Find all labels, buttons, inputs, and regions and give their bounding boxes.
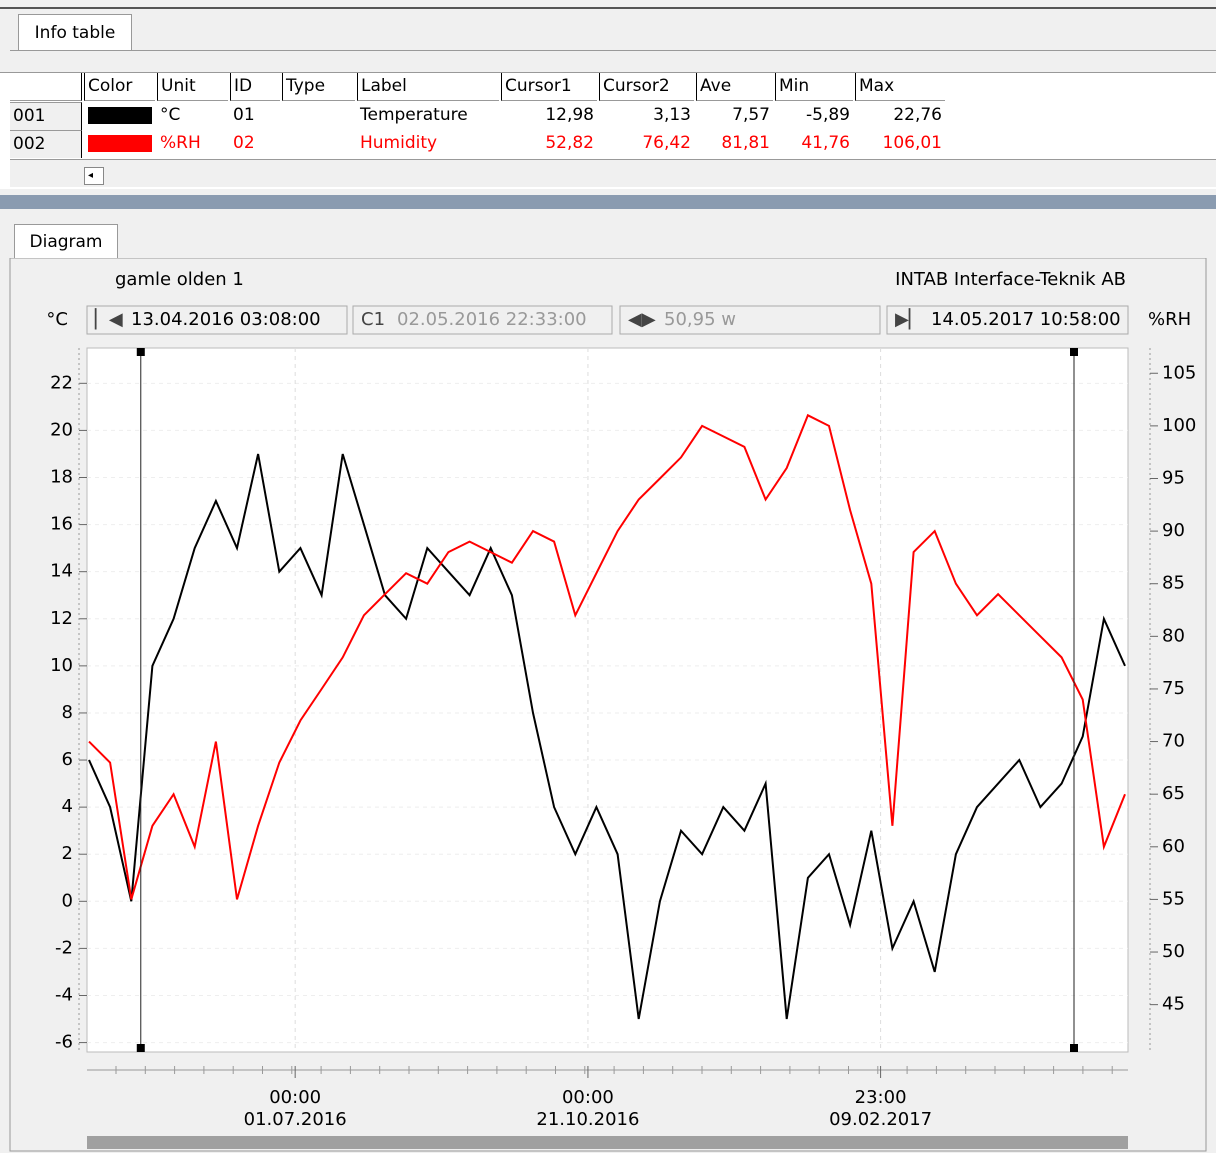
table-cell: °C — [160, 105, 181, 125]
column-header[interactable]: Cursor1 — [501, 73, 597, 101]
tab[interactable]: Info table — [18, 14, 132, 51]
diagram-title: gamle olden 1 — [115, 269, 244, 290]
y-tick-label: 14 — [50, 561, 73, 582]
toolbar-icon: ◀▶ — [628, 309, 656, 330]
y-tick-label: 12 — [50, 608, 73, 629]
y-tick-label: 4 — [62, 796, 73, 817]
toolbar-field[interactable] — [86, 305, 348, 335]
table-cell: 12,98 — [545, 105, 594, 125]
x-tick-date: 01.07.2016 — [244, 1109, 347, 1130]
table-cell: 106,01 — [882, 133, 942, 153]
table-cell: 41,76 — [801, 133, 850, 153]
y2-tick-label: 95 — [1162, 467, 1185, 488]
column-header[interactable]: Min — [775, 73, 853, 101]
company: INTAB Interface-Teknik AB — [895, 269, 1126, 290]
column-header[interactable]: Max — [855, 73, 945, 101]
toolbar-icon: ▏◀ — [94, 308, 123, 330]
column-header[interactable]: Color — [84, 73, 155, 101]
y2-tick-label: 55 — [1162, 888, 1185, 909]
row-header[interactable]: 001 — [10, 102, 82, 130]
x-tick-date: 09.02.2017 — [829, 1109, 932, 1130]
y2-tick-label: 65 — [1162, 783, 1185, 804]
column-header[interactable]: Unit — [157, 73, 228, 101]
table-cell: 76,42 — [642, 133, 691, 153]
y2-tick-label: 85 — [1162, 573, 1185, 594]
tab[interactable]: Diagram — [14, 224, 118, 259]
y-tick-label: 20 — [50, 419, 73, 440]
column-header[interactable]: Label — [357, 73, 499, 101]
y2-tick-label: 50 — [1162, 941, 1185, 962]
table-cell: 7,57 — [732, 105, 770, 125]
table-cell: -5,89 — [806, 105, 850, 125]
table-cell: 52,82 — [545, 133, 594, 153]
toolbar-field[interactable] — [619, 305, 881, 335]
table-cell: Humidity — [360, 133, 438, 153]
toolbar-icon: ▶▏ — [895, 308, 923, 330]
y-tick-label: -2 — [55, 937, 73, 958]
column-header[interactable]: ID — [230, 73, 280, 101]
table-cell: 01 — [233, 105, 255, 125]
plot-area — [86, 347, 1129, 1053]
splitter[interactable] — [0, 195, 1216, 209]
corner — [10, 73, 82, 101]
series-line — [88, 453, 1126, 1020]
y-tick-label: 0 — [62, 890, 73, 911]
x-tick-time: 00:00 — [562, 1087, 614, 1108]
column-header[interactable]: Cursor2 — [599, 73, 694, 101]
toolbar-value: 02.05.2016 22:33:00 — [397, 309, 587, 330]
table-cell: 3,13 — [653, 105, 691, 125]
y2-tick-label: 70 — [1162, 731, 1185, 752]
y2-tick-label: 75 — [1162, 678, 1185, 699]
y2-tick-label: 90 — [1162, 520, 1185, 541]
y-tick-label: 22 — [50, 372, 73, 393]
cursor-handle[interactable] — [1070, 348, 1078, 356]
y2-tick-label: 45 — [1162, 994, 1185, 1015]
table-cell: 22,76 — [893, 105, 942, 125]
y2-tick-label: 80 — [1162, 625, 1185, 646]
toolbar-field[interactable] — [352, 305, 613, 335]
row-header[interactable]: 002 — [10, 130, 82, 158]
column-header[interactable]: Type — [282, 73, 355, 101]
y-tick-label: 10 — [50, 655, 73, 676]
table-cell: Temperature — [360, 105, 468, 125]
y2-unit: %RH — [1148, 309, 1191, 330]
y-tick-label: 8 — [62, 702, 73, 723]
series-line — [88, 413, 1126, 900]
info-table: Color Unit ID Type Label Cursor1 Cursor2 Ave Min… — [0, 72, 1216, 189]
cursor-handle[interactable] — [136, 348, 145, 356]
x-tick-time: 23:00 — [855, 1087, 907, 1108]
border — [0, 7, 1216, 9]
column-header[interactable]: Ave — [696, 73, 773, 101]
toolbar-field[interactable] — [886, 305, 1129, 335]
color-swatch — [88, 107, 152, 124]
y2-tick-label: 60 — [1162, 836, 1185, 857]
toolbar-value: 50,95 w — [664, 309, 736, 330]
diagram: gamle olden 1 INTAB Interface-Teknik AB °C… — [9, 258, 1207, 1152]
y-tick-label: 16 — [50, 514, 73, 535]
table-cell: 02 — [233, 133, 255, 153]
y-tick-label: -6 — [55, 1032, 73, 1053]
scrollbar[interactable] — [87, 1136, 1128, 1149]
table-cell: %RH — [160, 133, 201, 153]
scroll-row — [10, 159, 1216, 187]
x-tick-date: 21.10.2016 — [536, 1109, 639, 1130]
toolbar-icon: C1 — [361, 309, 385, 330]
cursor-handle[interactable] — [136, 1044, 145, 1052]
tab-line — [10, 50, 1216, 51]
toolbar-value: 14.05.2017 10:58:00 — [931, 309, 1121, 330]
y2-tick-label: 105 — [1162, 362, 1196, 383]
y-tick-label: -4 — [55, 984, 73, 1005]
cursor-handle[interactable] — [1070, 1044, 1078, 1052]
y-unit: °C — [46, 309, 68, 330]
table-cell: 81,81 — [721, 133, 770, 153]
color-swatch — [88, 135, 152, 152]
scroll-left[interactable]: ◂ — [84, 167, 104, 185]
toolbar-value: 13.04.2016 03:08:00 — [131, 309, 321, 330]
y-tick-label: 2 — [62, 843, 73, 864]
y-tick-label: 18 — [50, 466, 73, 487]
y2-tick-label: 100 — [1162, 415, 1196, 436]
y-tick-label: 6 — [62, 749, 73, 770]
x-tick-time: 00:00 — [269, 1087, 321, 1108]
